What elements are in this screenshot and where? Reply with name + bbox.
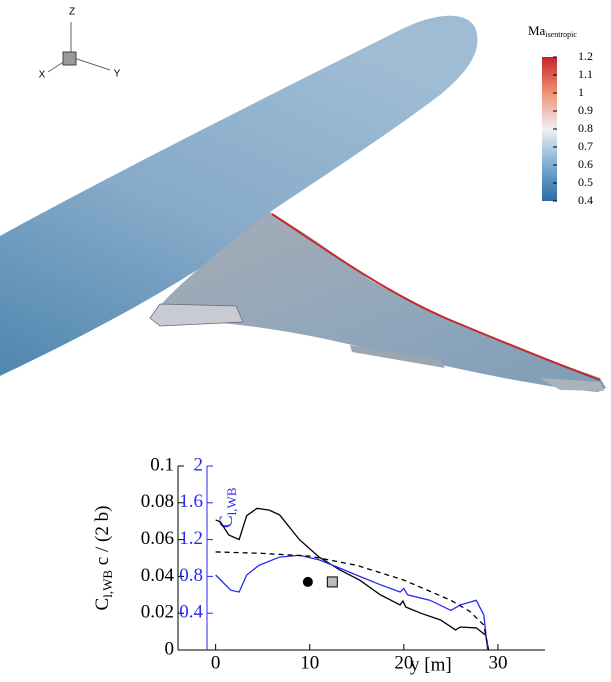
y2-tick-label: 0.8 xyxy=(179,565,203,586)
colorbar-tick-label: 0.5 xyxy=(578,175,593,189)
triad-z: Z xyxy=(69,7,75,18)
x-tick-label: 10 xyxy=(300,652,319,673)
y2-tick-label: 0.4 xyxy=(179,602,203,623)
triad-y: Y xyxy=(114,69,121,80)
y-tick-label: 0 xyxy=(165,638,175,659)
page: Z X Y Maisentropic 1.2 1.1 1 0.9 0.8 0.7 0.6 0.… xyxy=(0,0,611,682)
colorbar: Maisentropic 1.2 1.1 1 0.9 0.8 0.7 0.6 0.5 0.4 xyxy=(528,23,593,207)
y-label-rest: c / (2 b) xyxy=(92,506,113,570)
y2-tick-label: 1.2 xyxy=(179,528,203,549)
aircraft-render xyxy=(0,16,606,392)
colorbar-title-main: Ma xyxy=(528,23,546,38)
y2-label-sub: l,WB xyxy=(224,487,239,515)
y-tick-label: 0.06 xyxy=(141,528,174,549)
colorbar-tick-label: 0.9 xyxy=(578,103,593,117)
x-tick-label: 0 xyxy=(211,652,221,673)
axis-triad: Z X Y xyxy=(39,7,121,81)
y-label-main: C xyxy=(92,598,113,611)
y-tick-label: 0.02 xyxy=(141,602,174,623)
triad-x: X xyxy=(39,70,46,81)
x-axis-label: y [m] xyxy=(410,654,452,675)
colorbar-tick-label: 1 xyxy=(578,85,584,99)
y-label-sub: l,WB xyxy=(100,570,115,598)
colorbar-tick-label: 0.4 xyxy=(578,193,593,207)
y2-tick-label: 2 xyxy=(194,454,204,475)
y2-tick-label: 1.6 xyxy=(179,491,203,512)
colorbar-title-sub: isentropic xyxy=(545,30,577,39)
x-tick-label: 30 xyxy=(488,652,507,673)
colorbar-tick-label: 1.1 xyxy=(578,67,593,81)
colorbar-tick-label: 0.8 xyxy=(578,121,593,135)
colorbar-title: Maisentropic xyxy=(528,23,577,39)
colorbar-tick-label: 0.7 xyxy=(578,139,593,153)
series-line xyxy=(216,508,489,650)
y-tick-label: 0.04 xyxy=(141,565,175,586)
point xyxy=(327,577,337,587)
y-tick-label: 0.1 xyxy=(150,454,174,475)
series-line xyxy=(216,555,488,650)
y-tick-label: 0.08 xyxy=(141,491,174,512)
colorbar-tick-label: 0.6 xyxy=(578,157,593,171)
point xyxy=(303,577,313,587)
y-axis-label: Cl,WB c / (2 b) xyxy=(92,506,115,611)
colorbar-tick-label: 1.2 xyxy=(578,49,593,63)
